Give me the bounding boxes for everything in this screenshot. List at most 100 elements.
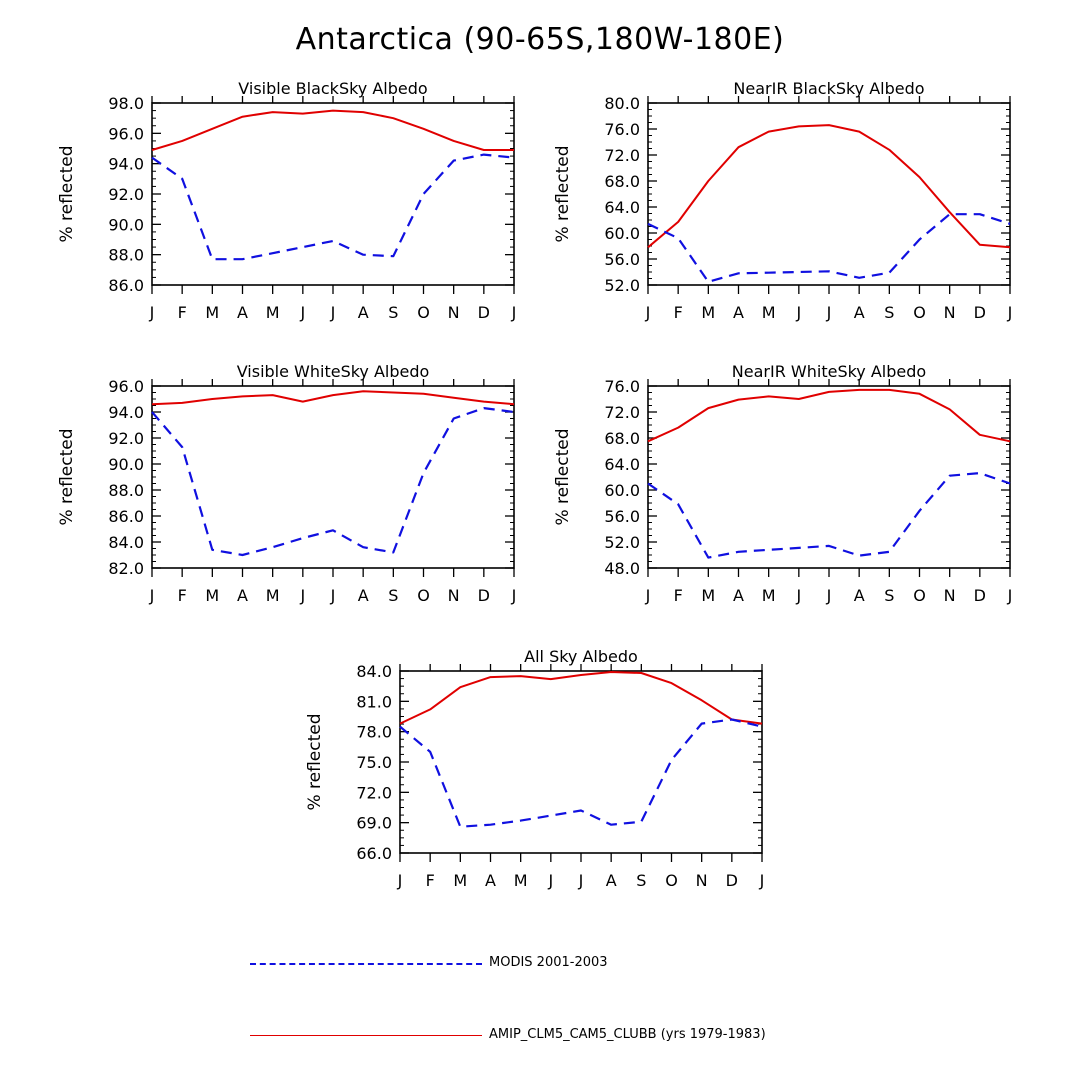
x-tick-label: M [514,871,528,890]
x-tick-label: D [974,586,986,605]
x-tick-label: A [854,303,865,322]
y-tick-label: 94.0 [108,155,144,174]
y-tick-label: 92.0 [108,429,144,448]
y-tick-label: 92.0 [108,185,144,204]
x-tick-label: J [511,303,517,322]
y-tick-label: 88.0 [108,246,144,265]
x-tick-label: M [701,586,715,605]
y-tick-label: 52.0 [604,533,640,552]
x-tick-label: J [795,303,801,322]
y-tick-label: 96.0 [108,377,144,396]
x-tick-label: F [674,303,683,322]
y-tick-label: 56.0 [604,250,640,269]
x-tick-label: D [478,303,490,322]
y-tick-label: 94.0 [108,403,144,422]
x-tick-label: N [696,871,708,890]
x-tick-label: J [645,303,651,322]
plot-frame [151,385,515,569]
x-tick-label: D [726,871,738,890]
series-line-model [647,124,1011,249]
y-tick-label: 56.0 [604,507,640,526]
x-tick-label: F [178,586,187,605]
x-tick-label: S [388,586,398,605]
x-tick-label: A [854,586,865,605]
y-axis-label: % reflected [57,145,77,242]
x-tick-label: D [478,586,490,605]
series-line-model [647,388,1011,443]
x-tick-label: A [606,871,617,890]
y-tick-label: 90.0 [108,215,144,234]
series-line-modis [647,472,1011,559]
y-tick-label: 86.0 [108,507,144,526]
chart-panel-2: NearIR BlackSky Albedo 52.0 56.0 60.0 64.0 68… [553,79,1012,322]
chart-title: NearIR WhiteSky Albedo [732,362,926,381]
plot-frame [399,670,763,854]
x-tick-label: J [578,871,584,890]
x-tick-label: M [453,871,467,890]
y-tick-label: 60.0 [604,481,640,500]
chart-title: NearIR BlackSky Albedo [733,79,924,98]
x-tick-label: O [417,303,430,322]
x-tick-label: F [674,586,683,605]
legend-modis-label: MODIS 2001-2003 [489,955,608,970]
x-tick-label: M [266,586,280,605]
x-tick-label: J [547,871,553,890]
y-tick-label: 88.0 [108,481,144,500]
y-tick-label: 72.0 [604,403,640,422]
x-tick-label: J [759,871,765,890]
y-tick-label: 84.0 [356,662,392,681]
chart-title: Visible WhiteSky Albedo [237,362,430,381]
y-tick-label: 82.0 [108,559,144,578]
x-tick-label: A [733,303,744,322]
series-line-modis [151,153,515,261]
chart-title: Visible BlackSky Albedo [238,79,427,98]
x-tick-label: J [795,586,801,605]
chart-panel-3: Visible WhiteSky Albedo 82.0 84.0 86.0 88.0 9… [57,362,516,605]
x-tick-label: N [448,303,460,322]
x-tick-label: A [358,303,369,322]
y-tick-label: 64.0 [604,198,640,217]
y-tick-label: 76.0 [604,377,640,396]
x-tick-label: J [330,586,336,605]
x-tick-label: J [1007,303,1013,322]
x-tick-label: A [358,586,369,605]
x-tick-label: J [149,586,155,605]
y-tick-label: 52.0 [604,276,640,295]
series-line-model [399,671,763,725]
y-tick-label: 72.0 [604,146,640,165]
y-tick-label: 76.0 [604,120,640,139]
x-tick-label: J [397,871,403,890]
chart-panel-4: NearIR WhiteSky Albedo 48.0 52.0 56.0 60.0 64… [553,362,1012,605]
x-tick-label: A [485,871,496,890]
y-tick-label: 66.0 [356,844,392,863]
y-axis-label: % reflected [305,713,325,810]
figure-title: Antarctica (90-65S,180W-180E) [295,22,785,57]
series-line-modis [399,718,763,828]
x-tick-label: N [448,586,460,605]
x-tick-label: F [178,303,187,322]
x-tick-label: O [665,871,678,890]
y-tick-label: 80.0 [604,94,640,113]
x-tick-label: J [826,586,832,605]
chart-panel-1: Visible BlackSky Albedo 86.0 88.0 90.0 92.0 9… [57,79,516,322]
x-tick-label: M [762,303,776,322]
series-line-modis [647,213,1011,283]
x-tick-label: S [388,303,398,322]
x-tick-label: A [237,586,248,605]
legend-modis-line [250,963,482,965]
chart-title: All Sky Albedo [524,647,638,666]
y-tick-label: 78.0 [356,723,392,742]
y-tick-label: 90.0 [108,455,144,474]
x-tick-label: J [826,303,832,322]
x-tick-label: N [944,303,956,322]
y-tick-label: 68.0 [604,172,640,191]
y-tick-label: 48.0 [604,559,640,578]
series-line-model [151,109,514,151]
legend-model-line [250,1035,482,1036]
x-tick-label: A [733,586,744,605]
x-tick-label: O [913,303,926,322]
x-tick-label: N [944,586,956,605]
y-tick-label: 98.0 [108,94,144,113]
y-tick-label: 86.0 [108,276,144,295]
x-tick-label: S [884,586,894,605]
